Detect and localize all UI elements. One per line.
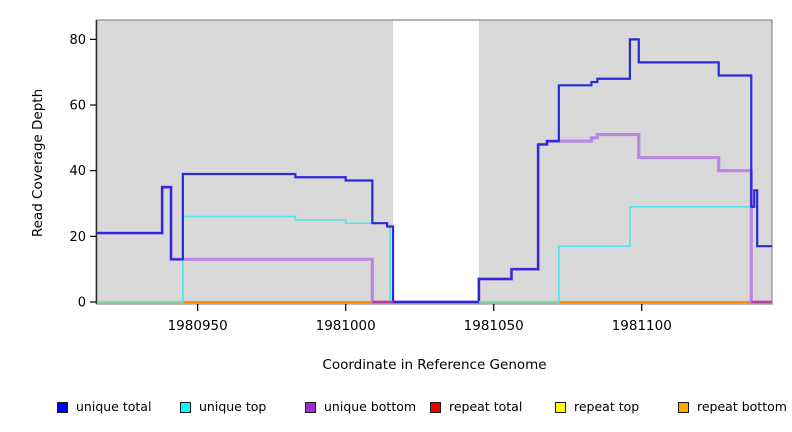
legend-label: unique bottom (324, 399, 417, 414)
legend: unique total unique top unique bottom repea… (0, 398, 792, 422)
y-tick-label: 60 (69, 99, 86, 114)
plot-frame (96, 19, 773, 305)
legend-swatch-icon (57, 401, 68, 413)
legend-label: repeat bottom (697, 399, 787, 414)
coverage-plot-svg: 0 20 40 60 80 1980950 1981000 1981050 1981100 (69, 19, 773, 334)
legend-item-repeat-top: repeat top (555, 398, 639, 416)
legend-label: repeat top (574, 399, 640, 414)
legend-item-unique-top: unique top (180, 398, 266, 416)
legend-item-repeat-bottom: repeat bottom (678, 398, 787, 416)
y-tick-label: 80 (69, 33, 86, 48)
legend-item-repeat-total: repeat total (430, 398, 522, 416)
y-tick-label: 40 (69, 164, 86, 179)
legend-label: repeat total (449, 399, 523, 414)
legend-swatch-icon (678, 401, 689, 413)
y-axis-label: Read Coverage Depth (30, 88, 46, 238)
y-tick-label: 20 (69, 230, 86, 245)
legend-label: unique total (76, 399, 152, 414)
x-tick-label: 1981000 (316, 318, 376, 334)
legend-swatch-icon (305, 401, 316, 413)
x-tick-label: 1980950 (168, 318, 228, 334)
x-axis-label: Coordinate in Reference Genome (322, 357, 547, 373)
legend-item-unique-total: unique total (57, 398, 151, 416)
y-tick-label: 0 (78, 296, 86, 311)
series-unique-total (97, 38, 772, 304)
legend-swatch-icon (555, 401, 566, 413)
legend-item-unique-bottom: unique bottom (305, 398, 416, 416)
coverage-gap-band (393, 20, 479, 304)
legend-swatch-icon (180, 401, 191, 413)
legend-label: unique top (199, 399, 267, 414)
x-tick-label: 1981100 (612, 318, 672, 334)
legend-swatch-icon (430, 401, 441, 413)
x-tick-label: 1981050 (464, 318, 524, 334)
